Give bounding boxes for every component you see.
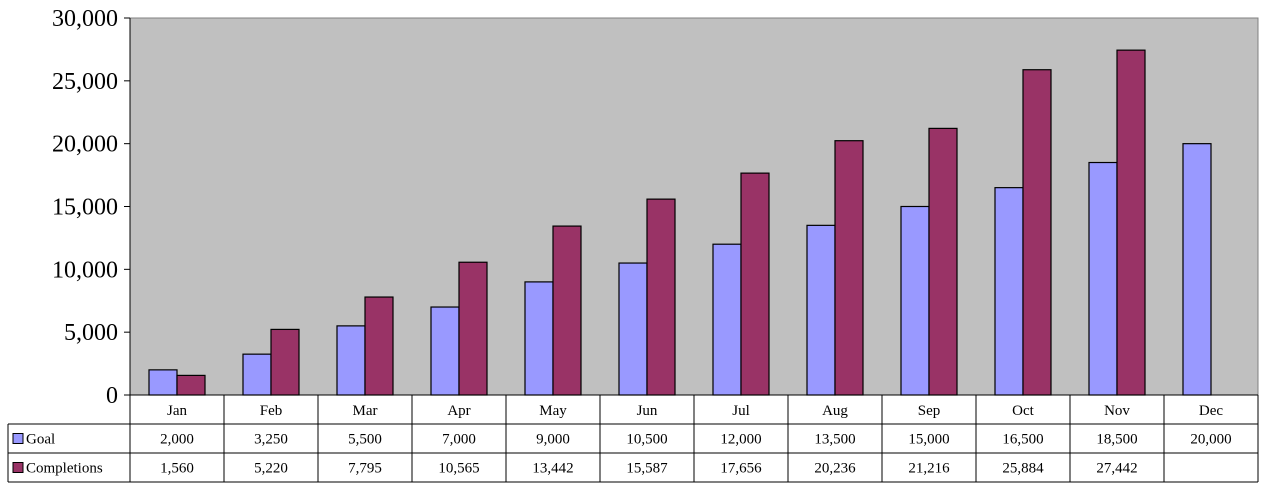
table-cell-goal: 13,500 <box>814 432 855 448</box>
bar-completions-apr <box>458 261 488 396</box>
y-tick-label: 15,000 <box>52 195 118 221</box>
table-cell-goal: 15,000 <box>908 432 949 448</box>
y-tick-label: 20,000 <box>52 132 118 158</box>
table-cell-goal: 12,000 <box>720 432 761 448</box>
plot-area <box>129 17 1259 396</box>
bar-goal-jul <box>712 243 742 396</box>
table-cell-goal: 9,000 <box>536 432 570 448</box>
table-cell-completions: 27,442 <box>1096 461 1137 477</box>
bar-completions-aug <box>834 140 864 396</box>
bar-completions-oct <box>1022 69 1052 396</box>
bar-completions-feb <box>270 328 300 396</box>
table-cell-goal: 7,000 <box>442 432 476 448</box>
bar-completions-nov <box>1116 49 1146 396</box>
legend-key-completions <box>12 462 24 473</box>
bar-goal-feb <box>242 353 272 396</box>
table-cell-completions: 17,656 <box>720 461 762 477</box>
table-cell-goal: 16,500 <box>1002 432 1043 448</box>
table-cell-goal: 18,500 <box>1096 432 1137 448</box>
table-cell-completions: 21,216 <box>908 461 950 477</box>
table-cell-completions: 7,795 <box>348 461 382 477</box>
category-label: Oct <box>1012 403 1034 419</box>
table-cell-completions: 15,587 <box>626 461 668 477</box>
series-name-completions: Completions <box>26 461 103 477</box>
bar-goal-apr <box>430 306 460 396</box>
bar-goal-jun <box>618 262 648 396</box>
bar-completions-jun <box>646 198 676 396</box>
bar-goal-oct <box>994 187 1024 396</box>
table-cell-goal: 20,000 <box>1190 432 1231 448</box>
table-cell-goal: 2,000 <box>160 432 194 448</box>
table-cell-completions: 13,442 <box>532 461 573 477</box>
bar-completions-mar <box>364 296 394 396</box>
bar-goal-jan <box>148 369 178 396</box>
bar-goal-nov <box>1088 161 1118 396</box>
table-cell-completions: 1,560 <box>160 461 194 477</box>
bar-goal-sep <box>900 205 930 396</box>
bar-completions-jan <box>176 374 206 396</box>
table-cell-completions: 25,884 <box>1002 461 1044 477</box>
y-tick-label: 5,000 <box>64 320 118 346</box>
table-cell-completions: 5,220 <box>254 461 288 477</box>
table-cell-goal: 10,500 <box>626 432 667 448</box>
bar-goal-aug <box>806 224 836 396</box>
bar-goal-dec <box>1182 143 1212 396</box>
category-label: May <box>539 403 567 419</box>
category-label: Jun <box>637 403 658 419</box>
table-cell-goal: 3,250 <box>254 432 288 448</box>
category-label: Jul <box>732 403 750 419</box>
table-cell-completions: 10,565 <box>438 461 479 477</box>
category-label: Aug <box>822 403 848 419</box>
category-label: Nov <box>1104 403 1130 419</box>
bar-completions-jul <box>740 172 770 396</box>
category-label: Jan <box>167 403 187 419</box>
y-tick-label: 10,000 <box>52 257 118 283</box>
table-cell-completions: 20,236 <box>814 461 856 477</box>
series-name-goal: Goal <box>26 432 55 448</box>
category-label: Apr <box>447 403 470 419</box>
y-tick-label: 0 <box>106 383 118 409</box>
legend-key-goal <box>12 433 24 444</box>
category-label: Feb <box>260 403 283 419</box>
bar-goal-mar <box>336 325 366 396</box>
bar-goal-may <box>524 281 554 396</box>
table-cell-goal: 5,500 <box>348 432 382 448</box>
category-label: Mar <box>353 403 378 419</box>
category-label: Sep <box>918 403 941 419</box>
bar-completions-sep <box>928 127 958 396</box>
y-tick-label: 30,000 <box>52 6 118 32</box>
bar-completions-may <box>552 225 582 396</box>
category-label: Dec <box>1199 403 1223 419</box>
y-tick-label: 25,000 <box>52 69 118 95</box>
